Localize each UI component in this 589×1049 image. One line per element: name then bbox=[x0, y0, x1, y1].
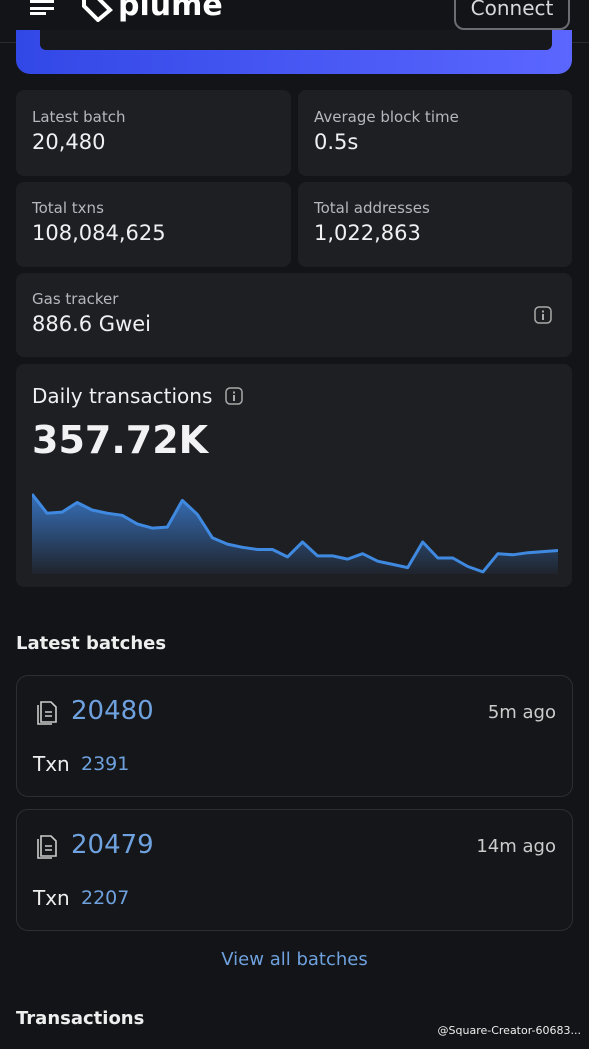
txn-label: Txn bbox=[33, 886, 70, 910]
sparkline-line bbox=[32, 493, 558, 574]
info-icon[interactable] bbox=[534, 306, 552, 324]
batch-age: 14m ago bbox=[476, 836, 556, 857]
stat-value: 20,480 bbox=[32, 130, 106, 154]
stat-card: Total txns 108,084,625 bbox=[16, 182, 291, 267]
sparkline-area bbox=[32, 494, 558, 574]
batch-card[interactable]: 20480 5m ago Txn 2391 bbox=[16, 675, 573, 797]
chart-title: Daily transactions bbox=[32, 384, 213, 408]
txn-label: Txn bbox=[33, 752, 70, 776]
txn-count[interactable]: 2207 bbox=[81, 887, 130, 909]
txn-count[interactable]: 2391 bbox=[81, 753, 130, 775]
stat-card: Latest batch 20,480 bbox=[16, 90, 291, 176]
stat-value: 886.6 Gwei bbox=[32, 312, 151, 336]
view-all-link[interactable]: View all batches bbox=[221, 949, 368, 970]
gas-card: Gas tracker 886.6 Gwei bbox=[16, 273, 572, 357]
sparkline bbox=[32, 493, 558, 574]
batch-id[interactable]: 20480 bbox=[71, 696, 154, 726]
batch-card[interactable]: 20479 14m ago Txn 2207 bbox=[16, 809, 573, 931]
doc-icon bbox=[37, 701, 57, 725]
stat-value: 0.5s bbox=[314, 130, 359, 154]
stat-label: Average block time bbox=[314, 108, 459, 126]
connect-button[interactable]: Connect bbox=[454, 0, 570, 30]
batch-id[interactable]: 20479 bbox=[71, 830, 154, 860]
daily-card: Daily transactions 357.72K bbox=[16, 364, 572, 587]
stat-label: Gas tracker bbox=[32, 290, 119, 308]
stat-card: Average block time 0.5s bbox=[298, 90, 572, 176]
watermark: @Square-Creator-60683... bbox=[437, 1024, 581, 1037]
logo-text: plume bbox=[118, 0, 223, 23]
stat-label: Latest batch bbox=[32, 108, 126, 126]
chart-value: 357.72K bbox=[32, 418, 209, 462]
banner-inner bbox=[40, 30, 552, 50]
stat-card: Total addresses 1,022,863 bbox=[298, 182, 572, 267]
logo-icon bbox=[82, 0, 113, 22]
stat-label: Total txns bbox=[32, 199, 104, 217]
stat-value: 108,084,625 bbox=[32, 221, 166, 245]
batch-age: 5m ago bbox=[487, 702, 556, 723]
menu-icon[interactable] bbox=[30, 0, 56, 16]
doc-icon bbox=[37, 835, 57, 859]
stat-label: Total addresses bbox=[314, 199, 430, 217]
banner bbox=[16, 30, 572, 74]
info-icon[interactable] bbox=[225, 387, 243, 405]
section-title: Transactions bbox=[16, 1008, 145, 1029]
stat-value: 1,022,863 bbox=[314, 221, 421, 245]
section-title: Latest batches bbox=[16, 633, 167, 654]
